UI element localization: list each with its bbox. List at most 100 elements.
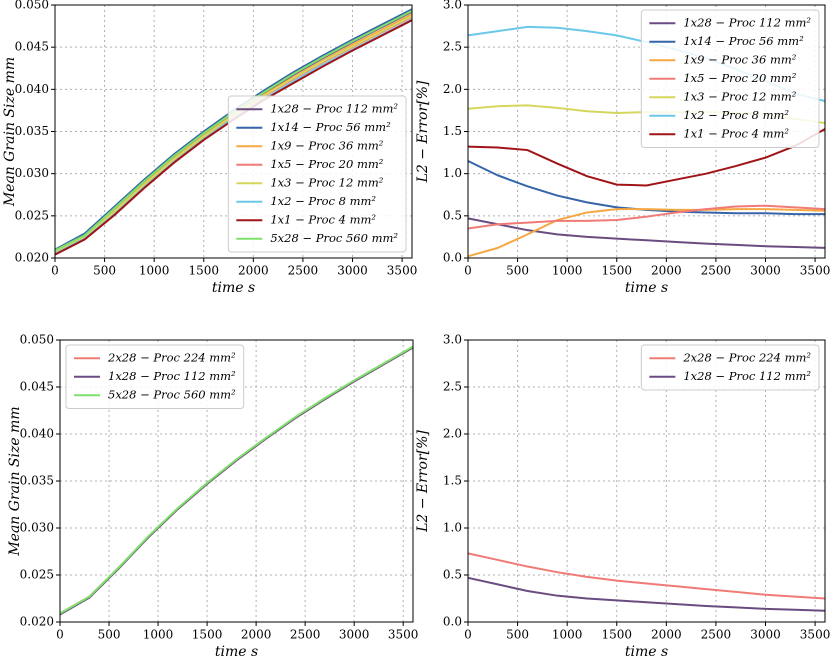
y-tick-label: 0.020 — [20, 615, 54, 629]
x-tick-label: 1500 — [192, 628, 223, 642]
x-tick-label: 1500 — [188, 264, 219, 278]
legend-box — [65, 344, 245, 409]
y-tick-label: 0.020 — [15, 251, 49, 265]
x-tick-label: 500 — [93, 264, 116, 278]
x-tick-label: 0 — [464, 628, 472, 642]
y-tick-label: 0.5 — [443, 568, 462, 582]
x-tick-label: 500 — [506, 628, 529, 642]
legend: 2x28 − Proc 224 mm² 1x28 − Proc 112 mm² — [640, 344, 820, 391]
y-tick-label: 0.035 — [20, 474, 54, 488]
x-axis-label: time s — [625, 280, 668, 296]
x-tick-label: 2500 — [701, 264, 732, 278]
legend-label: 1x28 − Proc 112 mm² — [683, 369, 811, 383]
plot-frame — [59, 339, 414, 623]
y-tick-label: 3.0 — [443, 0, 462, 12]
legend-label: 1x1 − Proc 4 mm² — [270, 212, 376, 226]
x-axis-label: time s — [625, 644, 668, 658]
plot-frame — [467, 4, 826, 259]
legend-label: 1x2 − Proc 8 mm² — [683, 108, 789, 122]
series-line — [467, 552, 826, 600]
y-tick-label: 1.0 — [443, 166, 462, 180]
y-tick-label: 0.5 — [443, 208, 462, 222]
x-tick-label: 2500 — [290, 628, 321, 642]
x-tick-label: 1000 — [143, 628, 174, 642]
x-tick-label: 1000 — [552, 264, 583, 278]
y-axis-label: L2 − Error[%] — [415, 430, 431, 533]
legend-label: 1x9 − Proc 36 mm² — [683, 52, 796, 66]
legend: 2x28 − Proc 224 mm² 1x28 − Proc 112 mm² 5x… — [65, 344, 245, 409]
chart: 0 500 1000 1500 2000 2500 3000 3500 0.0 0.5 1.0 1.5… — [415, 333, 830, 658]
y-tick-label: 0.035 — [15, 124, 49, 138]
x-axis-label: time s — [215, 644, 258, 658]
x-tick-label: 3500 — [800, 628, 830, 642]
legend-label: 2x28 − Proc 224 mm² — [107, 350, 236, 364]
y-tick-label: 0.0 — [443, 615, 462, 629]
legend-box — [640, 344, 820, 391]
legend-label: 1x3 − Proc 12 mm² — [683, 89, 796, 103]
series-line — [467, 204, 826, 230]
x-tick-label: 3000 — [750, 628, 781, 642]
y-tick-label: 0.040 — [15, 82, 49, 96]
y-tick-label: 0.025 — [15, 208, 49, 222]
x-tick-label: 1500 — [601, 628, 632, 642]
x-tick-label: 3000 — [750, 264, 781, 278]
x-tick-label: 500 — [506, 264, 529, 278]
y-tick-label: 0.050 — [15, 0, 49, 12]
y-tick-label: 2.0 — [443, 82, 462, 96]
series-line — [467, 128, 826, 187]
legend-label: 1x28 − Proc 112 mm² — [108, 369, 236, 383]
series-line — [467, 576, 826, 612]
x-tick-label: 2000 — [238, 264, 269, 278]
y-tick-label: 0.025 — [20, 568, 54, 582]
legend: 1x28 − Proc 112 mm² 1x14 − Proc 56 mm² 1x9… — [227, 95, 407, 253]
x-tick-label: 2500 — [288, 264, 319, 278]
legend-label: 5x28 − Proc 560 mm² — [270, 231, 398, 245]
y-tick-label: 0.045 — [20, 380, 54, 394]
chart: 0 500 1000 1500 2000 2500 3000 3500 0.020 0.025 0.… — [2, 0, 417, 296]
y-tick-label: 2.0 — [443, 427, 462, 441]
x-tick-label: 1000 — [552, 628, 583, 642]
legend-label: 1x3 − Proc 12 mm² — [270, 175, 383, 189]
legend-label: 1x5 − Proc 20 mm² — [683, 71, 796, 85]
plot-frame — [54, 4, 413, 259]
x-tick-label: 2000 — [651, 628, 682, 642]
x-tick-label: 2000 — [241, 628, 272, 642]
x-tick-label: 3500 — [387, 264, 418, 278]
x-axis-label: time s — [212, 280, 255, 296]
legend-box — [640, 9, 820, 148]
legend-label: 1x28 − Proc 112 mm² — [270, 101, 398, 115]
legend-label: 1x1 − Proc 4 mm² — [683, 126, 789, 140]
x-tick-label: 3000 — [337, 264, 368, 278]
y-axis-label: Mean Grain Size mm — [7, 406, 23, 556]
legend-label: 1x14 − Proc 56 mm² — [683, 34, 804, 48]
chart: 0 500 1000 1500 2000 2500 3000 3500 0.020 0.025 0.… — [7, 333, 418, 658]
y-tick-label: 1.5 — [443, 124, 462, 138]
chart: 0 500 1000 1500 2000 2500 3000 3500 0.0 0.5 1.0 1.5… — [415, 0, 830, 296]
x-tick-label: 3000 — [339, 628, 370, 642]
x-tick-label: 2000 — [651, 264, 682, 278]
legend-label: 1x28 − Proc 112 mm² — [683, 15, 811, 29]
y-tick-label: 1.0 — [443, 521, 462, 535]
series-line — [467, 217, 826, 249]
x-tick-label: 3500 — [800, 264, 830, 278]
y-tick-label: 2.5 — [443, 380, 462, 394]
y-tick-label: 0.030 — [15, 166, 49, 180]
legend-box — [227, 95, 407, 253]
y-axis-label: Mean Grain Size mm — [2, 57, 18, 207]
x-tick-label: 2500 — [701, 628, 732, 642]
legend-label: 2x28 − Proc 224 mm² — [682, 350, 811, 364]
x-tick-label: 0 — [51, 264, 59, 278]
y-tick-label: 0.040 — [20, 427, 54, 441]
y-tick-label: 2.5 — [443, 40, 462, 54]
legend-label: 1x14 − Proc 56 mm² — [270, 120, 391, 134]
y-tick-label: 1.5 — [443, 474, 462, 488]
y-axis-label: L2 − Error[%] — [415, 80, 431, 183]
x-tick-label: 0 — [464, 264, 472, 278]
legend: 1x28 − Proc 112 mm² 1x14 − Proc 56 mm² 1x9… — [640, 9, 820, 148]
x-tick-label: 1000 — [139, 264, 170, 278]
y-tick-label: 0.030 — [20, 521, 54, 535]
legend-label: 5x28 − Proc 560 mm² — [108, 387, 236, 401]
plot-frame — [467, 339, 826, 623]
y-tick-label: 3.0 — [443, 333, 462, 347]
